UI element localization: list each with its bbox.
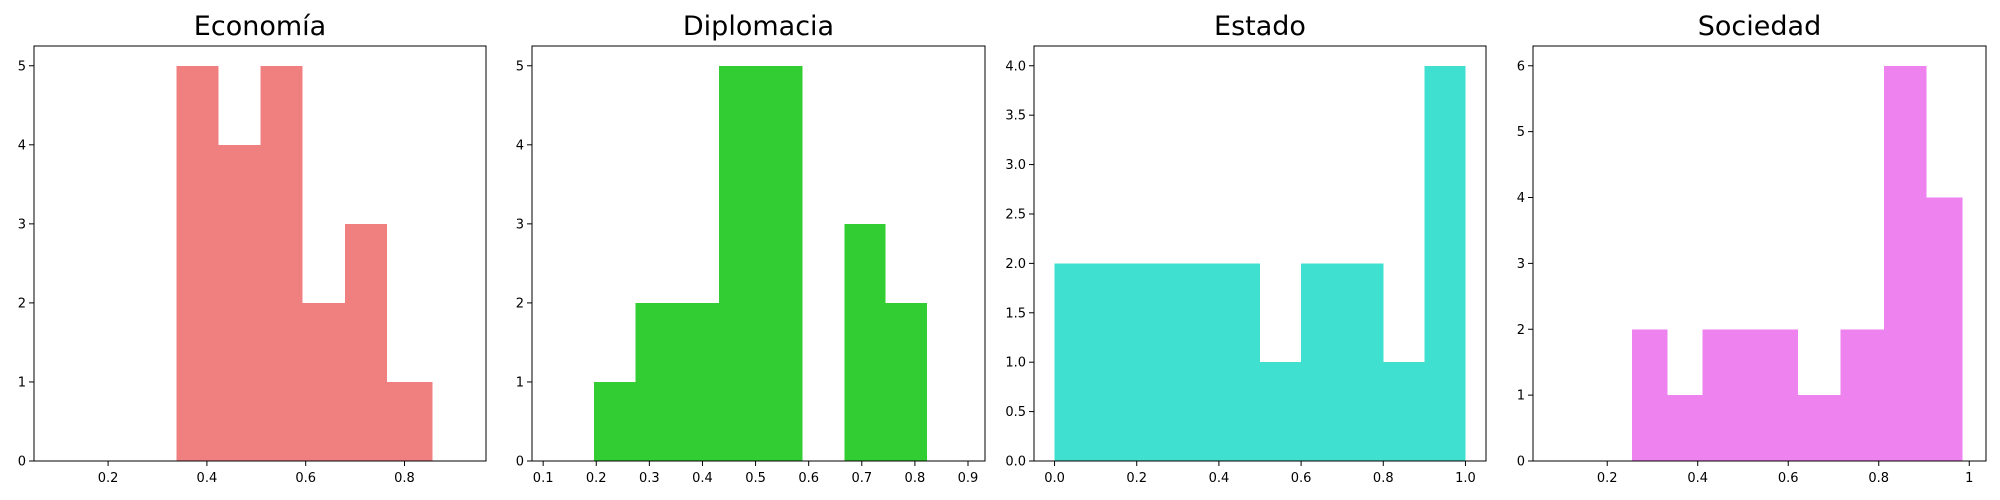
x-tick-label: 0.5 xyxy=(745,471,766,486)
y-tick-label: 3 xyxy=(1517,257,1525,272)
axes-frame xyxy=(1532,45,1987,462)
histogram-bar xyxy=(885,302,928,461)
y-tick-label: 4 xyxy=(1517,191,1525,206)
y-tick-label: 0.5 xyxy=(1005,405,1026,420)
y-tick-label: 1 xyxy=(1517,389,1525,404)
chart-title: Economía xyxy=(194,11,326,42)
y-tick-label: 1 xyxy=(516,375,524,390)
chart-title: Sociedad xyxy=(1698,11,1821,42)
y-tick-label: 1.5 xyxy=(1005,306,1026,321)
histogram-bar xyxy=(760,65,803,461)
panel-1: 0.2 0.4 0.6 0.8 0 1 2 3 4 5 Economía xyxy=(18,11,487,486)
histogram-bar xyxy=(176,65,219,461)
axes-frame xyxy=(1033,45,1487,462)
x-tick-label: 0.4 xyxy=(197,471,218,486)
histogram-bar xyxy=(1739,329,1799,461)
y-tick-label: 3 xyxy=(516,217,524,232)
histogram-bar xyxy=(1054,263,1096,461)
histogram-bar xyxy=(1926,197,1963,461)
histogram-bar xyxy=(1884,65,1927,461)
chart-title: Estado xyxy=(1214,11,1306,42)
axes-frame xyxy=(33,45,487,462)
y-tick-label: 5 xyxy=(18,59,26,74)
x-tick-label: 0.4 xyxy=(1687,471,1708,486)
histogram-bar xyxy=(1424,65,1466,461)
x-tick-label: 0.9 xyxy=(958,471,979,486)
x-tick-label: 0.7 xyxy=(851,471,872,486)
x-tick-label: 0.4 xyxy=(1209,471,1230,486)
histogram-bar xyxy=(260,65,303,461)
x-tick-label: 0.4 xyxy=(692,471,713,486)
panel-3: 0.0 0.2 0.4 0.6 0.8 1.0 0.0 0.5 1.0 1.5 2.0 2.5 3.0 3… xyxy=(1005,11,1487,486)
histogram-bar xyxy=(594,381,636,461)
y-tick-label: 1 xyxy=(18,375,26,390)
histogram-bar xyxy=(1632,329,1668,461)
y-tick-label: 4.0 xyxy=(1005,59,1026,74)
histogram-bar xyxy=(302,302,346,461)
x-tick-label: 0.6 xyxy=(1778,471,1799,486)
y-tick-label: 4 xyxy=(18,138,26,153)
histogram-bar xyxy=(1702,329,1740,461)
y-tick-label: 3 xyxy=(18,217,26,232)
y-tick-label: 2.0 xyxy=(1005,257,1026,272)
histogram-bar xyxy=(1095,263,1137,461)
histogram-bar xyxy=(387,381,433,461)
x-tick-label: 0.8 xyxy=(1373,471,1394,486)
histogram-bar xyxy=(1177,263,1219,461)
y-tick-label: 5 xyxy=(1517,125,1525,140)
y-tick-label: 3.5 xyxy=(1005,109,1026,124)
x-tick-label: 0.8 xyxy=(394,471,415,486)
histogram-bar xyxy=(1342,263,1384,461)
y-tick-label: 2.5 xyxy=(1005,207,1026,222)
x-tick-label: 0.2 xyxy=(1597,471,1618,486)
x-tick-label: 1 xyxy=(1965,471,1973,486)
histogram-bar xyxy=(1301,263,1343,461)
x-tick-label: 0.2 xyxy=(586,471,607,486)
y-tick-label: 2 xyxy=(516,296,524,311)
x-tick-label: 0.6 xyxy=(1291,471,1312,486)
axes-frame xyxy=(531,45,986,462)
x-tick-label: 0.8 xyxy=(1868,471,1889,486)
y-tick-label: 2 xyxy=(1517,323,1525,338)
histogram-bar xyxy=(677,302,719,461)
y-tick-label: 0 xyxy=(516,455,524,470)
histogram-bar xyxy=(635,302,678,461)
x-tick-label: 1.0 xyxy=(1455,471,1476,486)
x-tick-label: 0.6 xyxy=(798,471,819,486)
histogram-bar xyxy=(1383,362,1425,461)
x-tick-label: 0.1 xyxy=(533,471,554,486)
histogram-bar xyxy=(1667,395,1703,461)
y-tick-label: 1.0 xyxy=(1005,356,1026,371)
histogram-bar xyxy=(1798,395,1841,461)
x-tick-label: 0.2 xyxy=(1126,471,1147,486)
x-tick-label: 0.3 xyxy=(639,471,660,486)
y-tick-label: 6 xyxy=(1517,59,1525,74)
histogram-bar xyxy=(218,144,261,462)
y-tick-label: 3.0 xyxy=(1005,158,1026,173)
histogram-bar xyxy=(1136,263,1178,461)
y-tick-label: 5 xyxy=(516,59,524,74)
histogram-bar xyxy=(1218,263,1260,461)
y-tick-label: 0.0 xyxy=(1005,455,1026,470)
y-tick-label: 0 xyxy=(18,455,26,470)
x-tick-label: 0.8 xyxy=(905,471,926,486)
chart-title: Diplomacia xyxy=(683,11,834,42)
y-tick-label: 0 xyxy=(1517,455,1525,470)
histogram-bar xyxy=(345,223,388,461)
y-tick-label: 4 xyxy=(516,138,524,153)
histogram-bar xyxy=(718,65,761,461)
x-tick-label: 0.0 xyxy=(1044,471,1065,486)
histogram-bar xyxy=(1840,329,1885,461)
panel-2: 0.1 0.2 0.3 0.4 0.5 0.6 0.7 0.8 0.9 0 1 2 3 4 5 Diploma… xyxy=(516,11,986,486)
histogram-bar xyxy=(844,223,886,461)
x-tick-label: 0.6 xyxy=(295,471,316,486)
x-tick-label: 0.2 xyxy=(98,471,119,486)
histogram-bar xyxy=(1260,362,1302,461)
y-tick-label: 2 xyxy=(18,296,26,311)
panel-4: 0.2 0.4 0.6 0.8 1 0 1 2 3 4 5 6 Sociedad xyxy=(1517,11,1987,486)
